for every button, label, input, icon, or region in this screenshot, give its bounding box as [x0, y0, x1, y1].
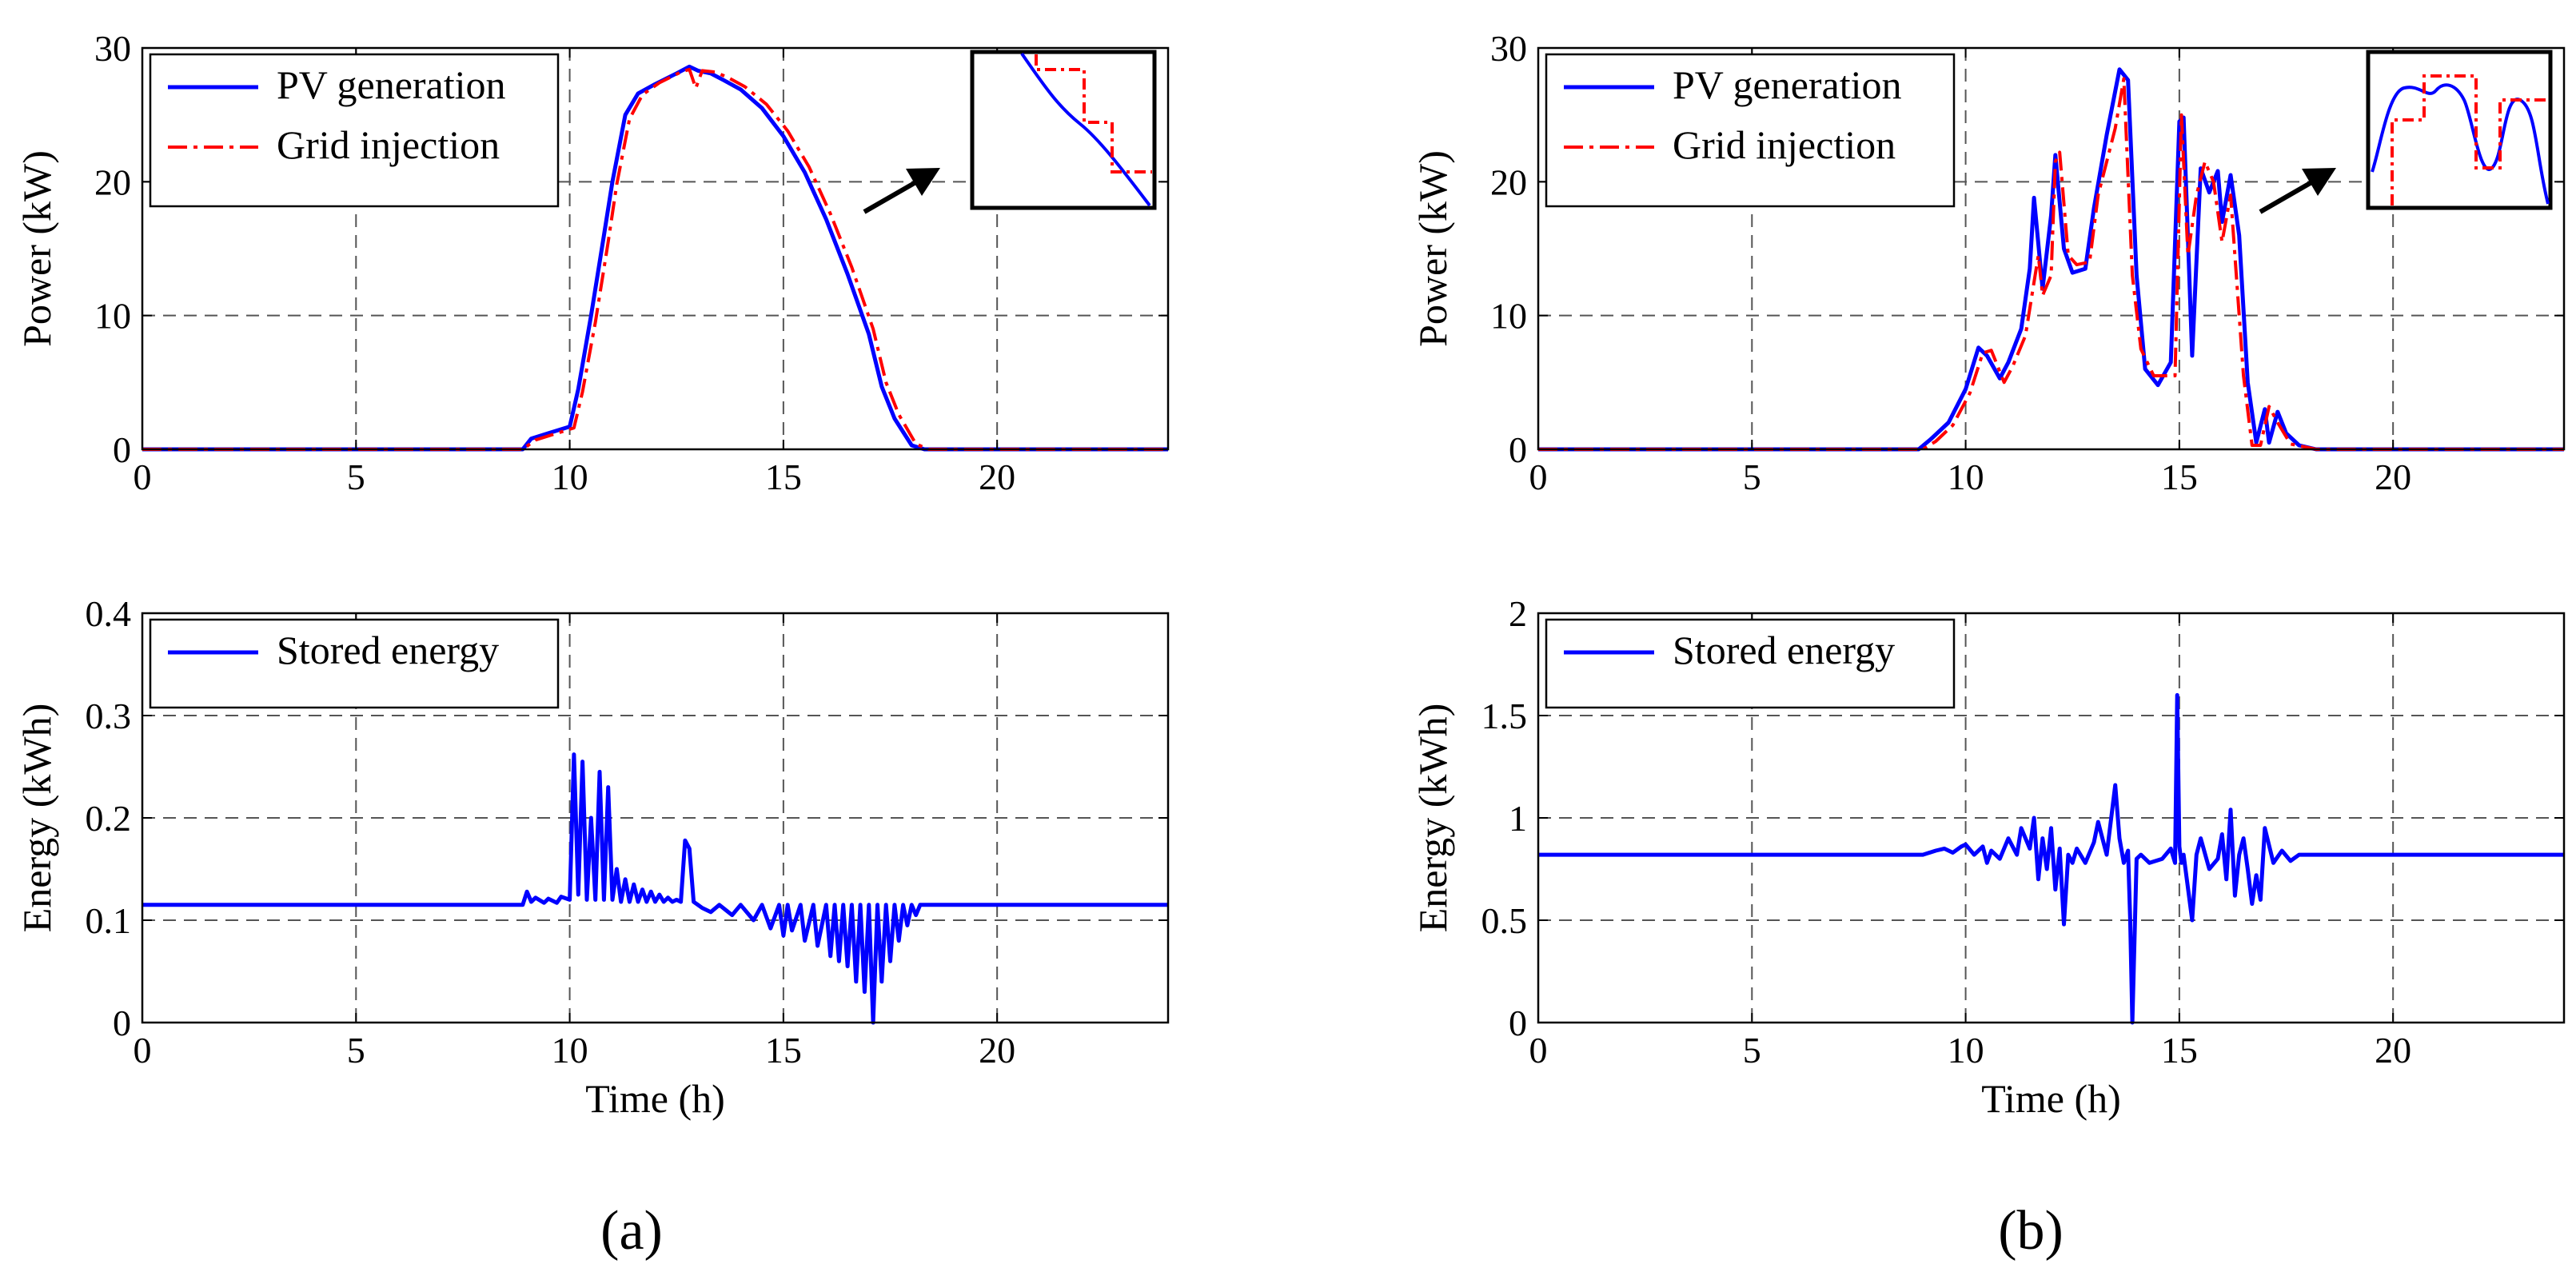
chart-b_bottom-xtick-label-2: 10 — [1948, 1030, 1984, 1071]
chart-b_top-arrow-head — [2302, 168, 2336, 196]
chart-b_bottom-series-stored-energy — [1538, 692, 2564, 1025]
chart-b_bottom-ytick-label-4: 2 — [1509, 593, 1527, 634]
chart-a_bottom-ytick-label-4: 0.4 — [86, 593, 132, 634]
chart-a_bottom-xtick-label-2: 10 — [552, 1030, 588, 1071]
chart-a_top-frame — [141, 46, 1170, 451]
chart-a_bottom-xlabel: Time (h) — [585, 1076, 725, 1121]
chart-b_bottom-legend-label-stored-energy: Stored energy — [1673, 628, 1895, 672]
chart-a_top-legend-box — [149, 53, 560, 208]
chart-a_top-ytick-label-1: 10 — [94, 296, 131, 337]
chart-a_bottom-ytick-label-0: 0 — [113, 1003, 131, 1043]
chart-b_top-ylabel: Power (kW) — [1410, 150, 1455, 347]
chart-a_top-ytick-label-0: 0 — [113, 429, 131, 470]
chart-b_bottom-xtick-label-1: 5 — [1743, 1030, 1761, 1071]
chart-b_top-ytick-label-0: 0 — [1509, 429, 1527, 470]
chart-b_top-series-grid-injection — [1538, 77, 2564, 451]
chart-b_top-xtick-label-4: 20 — [2375, 457, 2411, 497]
chart-b_top-legend-box — [1545, 53, 1956, 208]
chart-a_top-series-grid-injection — [142, 67, 1168, 451]
chart-b_top-inset-series-pv — [2371, 83, 2550, 205]
chart-b_top-legend-label-grid-injection: Grid injection — [1673, 122, 1896, 167]
chart-b_bottom-ylabel: Energy (kWh) — [1410, 704, 1455, 932]
chart-a_top-ytick-label-3: 30 — [94, 28, 131, 69]
chart-a_bottom-legend-box — [149, 618, 560, 709]
chart-b_top-ytick-label-2: 20 — [1490, 161, 1527, 202]
chart-a_bottom-ytick-label-2: 0.2 — [86, 798, 132, 839]
chart-a_top-inset-box — [970, 50, 1157, 210]
chart-a_top-xtick-label-0: 0 — [134, 457, 152, 497]
chart-a_top-inset-series-pv — [1020, 52, 1151, 207]
chart-a_bottom-ytick-label-1: 0.1 — [86, 900, 132, 941]
chart-b_top-xtick-label-1: 5 — [1743, 457, 1761, 497]
chart-b_top-xtick-label-3: 15 — [2161, 457, 2198, 497]
chart-b_top-series-pv-generation — [1538, 67, 2564, 452]
chart-b_top-inset-box — [2366, 50, 2553, 210]
chart-panel-b-power: 0 5 10 15 20 0 10 20 30 Power (kW) PV generation Gr… — [1410, 28, 2566, 497]
chart-a_top-xtick-label-1: 5 — [347, 457, 365, 497]
chart-b_bottom-xtick-label-4: 20 — [2375, 1030, 2411, 1071]
chart-a_top-inset-series-grid — [1035, 54, 1152, 173]
chart-a_bottom-xtick-label-4: 20 — [979, 1030, 1015, 1071]
chart-panel-a-power: 0 5 10 15 20 0 10 20 30 Power (kW) PV generation Gr… — [14, 28, 1170, 497]
chart-a_bottom-ylabel: Energy (kWh) — [14, 704, 59, 932]
chart-b_top-inset-series-grid — [2391, 74, 2548, 205]
chart-b_top-frame — [1537, 46, 2566, 451]
chart-b_bottom-xtick-label-3: 15 — [2161, 1030, 2198, 1071]
chart-a_top-series-pv-generation — [142, 64, 1168, 452]
chart-a_top-legend-label-grid-injection: Grid injection — [277, 122, 500, 167]
chart-a_top-ylabel: Power (kW) — [14, 150, 59, 347]
chart-a_top-legend-label-pv-generation: PV generation — [277, 62, 506, 107]
chart-a_top-arrow-head — [906, 168, 940, 196]
chart-a_bottom-xtick-label-0: 0 — [134, 1030, 152, 1071]
chart-a_bottom-ytick-label-3: 0.3 — [86, 696, 132, 736]
chart-a_bottom-xtick-label-3: 15 — [765, 1030, 802, 1071]
chart-a_top-xtick-label-4: 20 — [979, 457, 1015, 497]
chart-a_bottom-series-stored-energy — [142, 752, 1168, 1025]
chart-b_bottom-ytick-label-0: 0 — [1509, 1003, 1527, 1043]
chart-b_top-ytick-label-3: 30 — [1490, 28, 1527, 69]
chart-b_bottom-ytick-label-3: 1.5 — [1481, 696, 1528, 736]
panel-label-b: (b) — [1998, 1200, 2064, 1262]
chart-b_bottom-legend-box — [1545, 618, 1956, 709]
chart-a_top-xtick-label-2: 10 — [552, 457, 588, 497]
chart-a_top-xtick-label-3: 15 — [765, 457, 802, 497]
chart-panel-a-energy: 0 5 10 15 20 0 0.1 0.2 0.3 0.4 Time (h) Energy (kWh… — [14, 593, 1170, 1121]
chart-a_bottom-legend-label-stored-energy: Stored energy — [277, 628, 499, 672]
chart-b_top-xtick-label-0: 0 — [1529, 457, 1548, 497]
chart-b_bottom-xlabel: Time (h) — [1981, 1076, 2121, 1121]
chart-b_top-xtick-label-2: 10 — [1948, 457, 1984, 497]
chart-b_bottom-ytick-label-1: 0.5 — [1481, 900, 1528, 941]
chart-b_bottom-xtick-label-0: 0 — [1529, 1030, 1548, 1071]
chart-b_top-ytick-label-1: 10 — [1490, 296, 1527, 337]
chart-panel-b-energy: 0 5 10 15 20 0 0.5 1 1.5 2 Time (h) Energy (kWh) Sto… — [1410, 593, 2566, 1121]
chart-a_bottom-xtick-label-1: 5 — [347, 1030, 365, 1071]
chart-b_top-legend-label-pv-generation: PV generation — [1673, 62, 1902, 107]
chart-a_top-ytick-label-2: 20 — [94, 161, 131, 202]
chart-b_bottom-ytick-label-2: 1 — [1509, 798, 1527, 839]
panel-label-a: (a) — [600, 1200, 663, 1262]
